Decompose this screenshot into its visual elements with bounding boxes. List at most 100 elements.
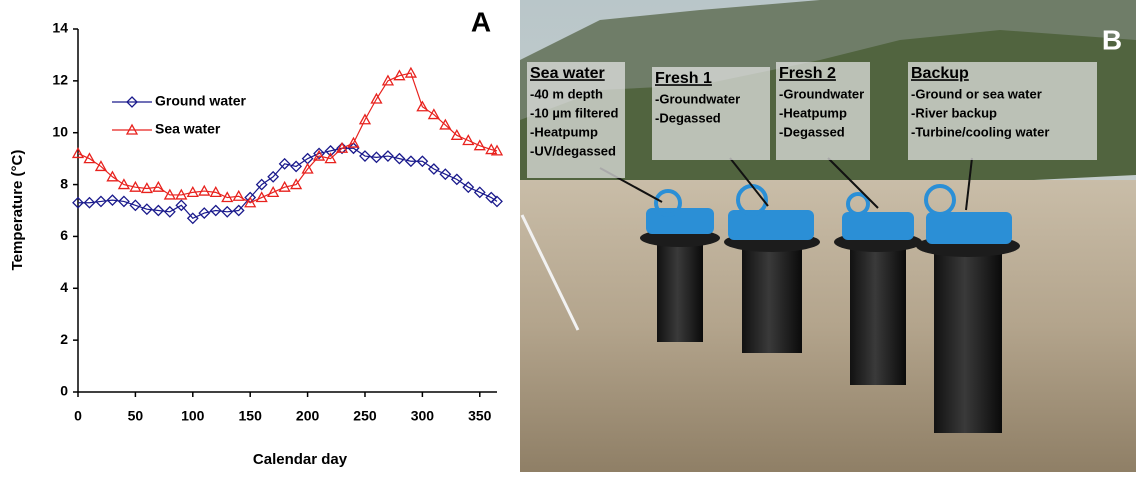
- data-point: [83, 196, 96, 209]
- label-box-line: -Turbine/cooling water: [911, 124, 1049, 139]
- data-point: [393, 69, 406, 81]
- data-point: [163, 205, 176, 218]
- label-box: Backup -Ground or sea water -River backup -…: [908, 62, 1097, 160]
- label-box-title: Fresh 2: [779, 65, 836, 82]
- x-tick-label: 0: [74, 408, 82, 424]
- data-point: [450, 128, 463, 140]
- data-point: [358, 113, 372, 125]
- data-point: [324, 152, 337, 164]
- data-point: [221, 205, 234, 218]
- legend-marker: [125, 123, 139, 135]
- data-point: [71, 147, 85, 159]
- label-box-line: -River backup: [911, 105, 997, 120]
- data-point: [198, 184, 211, 196]
- data-point: [267, 186, 280, 197]
- series-line: [77, 72, 498, 204]
- data-point: [186, 186, 199, 197]
- x-tick-label: 300: [411, 408, 435, 424]
- x-tick-label: 200: [296, 408, 320, 424]
- data-point: [244, 196, 257, 208]
- data-point: [381, 74, 395, 86]
- data-point: [94, 160, 108, 172]
- data-point: [198, 207, 211, 220]
- data-point: [404, 155, 417, 168]
- data-point: [370, 151, 383, 164]
- y-tick-label: 6: [60, 227, 68, 243]
- label-box-line: -Heatpump: [779, 105, 847, 120]
- data-point: [490, 144, 504, 156]
- series-line: [78, 147, 498, 220]
- data-point: [312, 149, 326, 161]
- data-point: [152, 204, 165, 217]
- label-box-line: -UV/degassed: [530, 143, 616, 158]
- y-tick-label: 8: [60, 175, 68, 191]
- label-box-line: -Degassed: [655, 110, 721, 125]
- data-point: [186, 212, 199, 225]
- ground: [520, 180, 1136, 472]
- data-point: [393, 152, 406, 165]
- y-axis-label: Temperature (°C): [9, 150, 26, 271]
- label-box-line: -Ground or sea water: [911, 86, 1042, 101]
- data-point: [129, 180, 142, 192]
- data-point: [232, 204, 245, 217]
- data-point: [462, 134, 475, 146]
- label-box-bg: [908, 62, 1097, 160]
- data-point: [491, 195, 503, 208]
- data-point: [255, 191, 268, 203]
- data-point: [290, 178, 303, 190]
- data-point: [485, 143, 498, 155]
- data-point: [473, 186, 486, 199]
- data-point: [232, 189, 245, 201]
- label-box-line: -Degassed: [779, 124, 845, 139]
- y-tick-label: 0: [60, 383, 68, 399]
- data-point: [221, 191, 234, 203]
- data-point: [140, 182, 153, 194]
- data-point: [209, 186, 222, 197]
- data-point: [347, 136, 360, 148]
- data-point: [450, 173, 463, 186]
- y-tick-label: 2: [60, 331, 68, 347]
- panel-label: B: [1102, 24, 1122, 55]
- label-box-title: Sea water: [530, 65, 605, 82]
- data-point: [359, 150, 371, 162]
- data-point: [152, 180, 165, 192]
- y-tick-label: 14: [52, 20, 68, 36]
- label-box-line: -Groundwater: [779, 86, 864, 101]
- x-tick-label: 50: [128, 408, 144, 424]
- label-box-line: -Heatpump: [530, 124, 598, 139]
- data-point: [278, 157, 291, 170]
- data-point: [370, 92, 383, 104]
- data-point: [163, 188, 176, 200]
- label-box-title: Backup: [911, 65, 969, 82]
- x-tick-label: 350: [468, 408, 492, 424]
- data-point: [324, 144, 337, 157]
- data-point: [140, 203, 153, 216]
- label-box: Fresh 2 -Groundwater -Heatpump -Degassed: [776, 62, 870, 160]
- data-point: [439, 168, 452, 181]
- data-point: [83, 152, 96, 164]
- data-point: [106, 194, 119, 207]
- data-point: [404, 66, 418, 78]
- data-point: [267, 170, 280, 183]
- label-box-line: -10 µm filtered: [530, 105, 618, 120]
- data-point: [129, 199, 142, 212]
- data-point: [462, 181, 475, 194]
- data-point: [106, 170, 119, 182]
- data-point: [416, 155, 429, 168]
- data-point: [117, 178, 131, 190]
- data-point: [175, 199, 188, 212]
- legend-label: Ground water: [155, 93, 247, 109]
- label-box-bg: [527, 62, 625, 178]
- data-point: [117, 195, 130, 208]
- data-point: [175, 188, 188, 200]
- label-box-bg: [776, 62, 870, 160]
- label-box-line: -40 m depth: [530, 86, 603, 101]
- data-point: [439, 118, 452, 130]
- data-point: [485, 191, 498, 204]
- x-tick-label: 150: [239, 408, 263, 424]
- data-point: [313, 147, 325, 160]
- y-tick-label: 10: [52, 123, 68, 139]
- legend-label: Sea water: [155, 121, 221, 137]
- x-axis-label: Calendar day: [253, 451, 348, 468]
